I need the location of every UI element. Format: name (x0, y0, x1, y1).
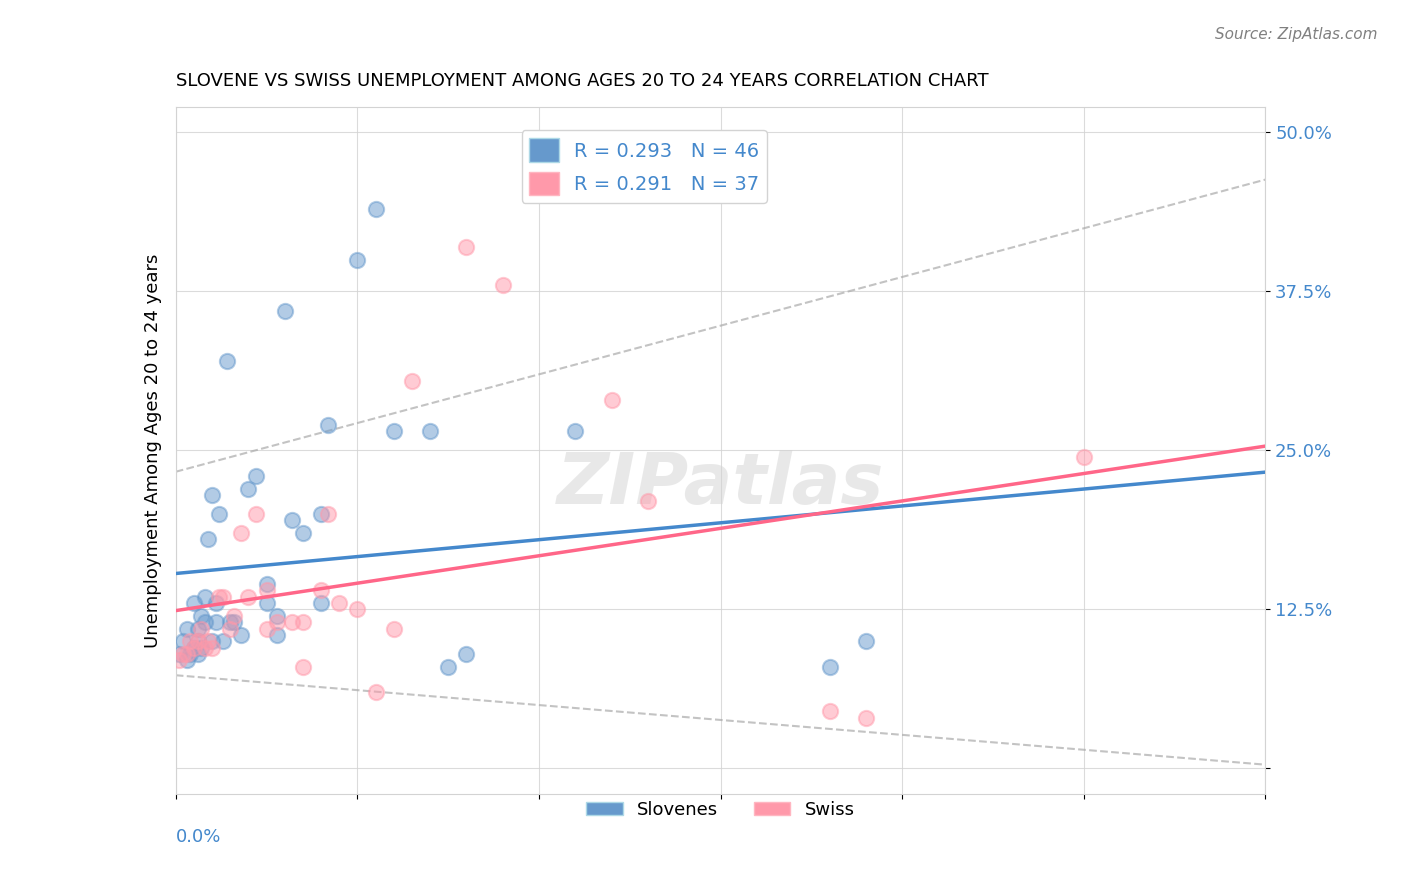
Point (183, 640, 205, 655)
Point (600, 392, 623, 407)
Point (382, 622, 405, 636)
Point (219, 622, 242, 636)
Point (169, 647, 191, 661)
Point (637, 494, 659, 508)
Point (238, 590, 260, 604)
Point (201, 640, 224, 655)
Point (176, 647, 198, 661)
Point (818, 659, 841, 673)
Point (212, 590, 235, 604)
Point (238, 482, 260, 496)
Point (204, 615, 226, 630)
Point (281, 513, 304, 527)
Point (176, 622, 198, 636)
Point (190, 608, 212, 623)
Point (266, 608, 288, 623)
Point (256, 577, 278, 591)
Point (382, 425, 405, 439)
Point (186, 622, 209, 636)
Point (818, 704, 841, 718)
Point (219, 615, 242, 630)
Point (194, 615, 217, 630)
Point (318, 417, 340, 432)
Point (309, 596, 332, 610)
Point (266, 628, 288, 642)
Point (309, 507, 332, 521)
Y-axis label: Unemployment Among Ages 20 to 24 years: Unemployment Among Ages 20 to 24 years (143, 253, 162, 648)
Point (208, 507, 231, 521)
Point (364, 202, 387, 216)
Point (364, 685, 387, 699)
Point (281, 615, 304, 630)
Point (266, 615, 288, 630)
Point (231, 628, 253, 642)
Point (437, 659, 460, 673)
Point (309, 583, 332, 598)
Text: SLOVENE VS SWISS UNEMPLOYMENT AMONG AGES 20 TO 24 YEARS CORRELATION CHART: SLOVENE VS SWISS UNEMPLOYMENT AMONG AGES… (176, 72, 988, 90)
Point (190, 622, 212, 636)
Point (194, 640, 217, 655)
Point (256, 622, 278, 636)
Point (201, 488, 224, 502)
Point (204, 596, 226, 610)
Point (231, 526, 253, 541)
Point (456, 647, 478, 661)
Point (855, 710, 877, 724)
Point (346, 252, 368, 267)
Point (291, 615, 314, 630)
Legend: Slovenes, Swiss: Slovenes, Swiss (579, 794, 862, 826)
Point (176, 653, 198, 667)
Point (318, 507, 340, 521)
Point (183, 640, 205, 655)
Point (256, 596, 278, 610)
Point (201, 634, 224, 648)
Point (1073, 450, 1095, 464)
Point (186, 647, 209, 661)
Point (194, 590, 217, 604)
Point (179, 634, 201, 648)
Text: 0.0%: 0.0% (176, 828, 221, 847)
Point (492, 278, 515, 293)
Point (222, 608, 245, 623)
Point (179, 647, 201, 661)
Point (197, 634, 219, 648)
Point (197, 533, 219, 547)
Point (291, 526, 314, 541)
Point (855, 634, 877, 648)
Point (419, 425, 441, 439)
Point (208, 590, 231, 604)
Point (190, 640, 212, 655)
Point (215, 354, 238, 368)
Point (245, 469, 267, 483)
Point (186, 634, 209, 648)
Text: ZIPatlas: ZIPatlas (557, 450, 884, 519)
Point (564, 425, 586, 439)
Point (291, 659, 314, 673)
Point (172, 647, 194, 661)
Point (256, 583, 278, 598)
Point (245, 507, 267, 521)
Text: Source: ZipAtlas.com: Source: ZipAtlas.com (1215, 27, 1378, 42)
Point (328, 596, 350, 610)
Point (183, 596, 205, 610)
Point (169, 653, 191, 667)
Point (212, 634, 235, 648)
Point (346, 602, 368, 616)
Point (401, 374, 423, 388)
Point (186, 634, 209, 648)
Point (456, 240, 478, 254)
Point (172, 634, 194, 648)
Point (274, 303, 297, 318)
Point (222, 615, 245, 630)
